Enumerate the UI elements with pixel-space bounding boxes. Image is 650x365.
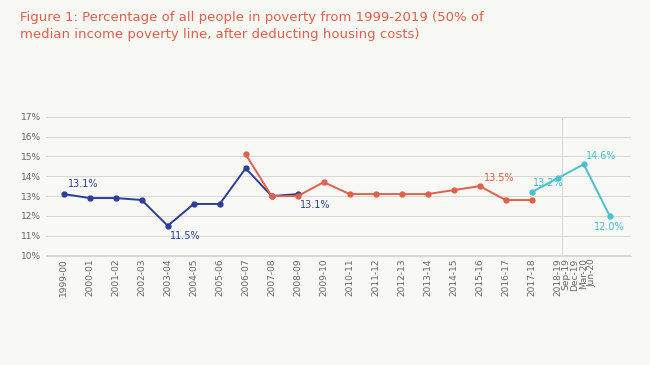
Text: Figure 1: Percentage of all people in poverty from 1999-2019 (50% of
median inco: Figure 1: Percentage of all people in po… xyxy=(20,11,483,41)
Text: 13.2%: 13.2% xyxy=(533,178,564,188)
Text: 14.6%: 14.6% xyxy=(586,151,617,161)
Text: 11.5%: 11.5% xyxy=(170,231,201,241)
Text: 12.0%: 12.0% xyxy=(594,222,625,232)
Text: 13.5%: 13.5% xyxy=(484,173,514,183)
Text: 13.1%: 13.1% xyxy=(300,200,331,210)
Text: 13.1%: 13.1% xyxy=(68,179,98,189)
